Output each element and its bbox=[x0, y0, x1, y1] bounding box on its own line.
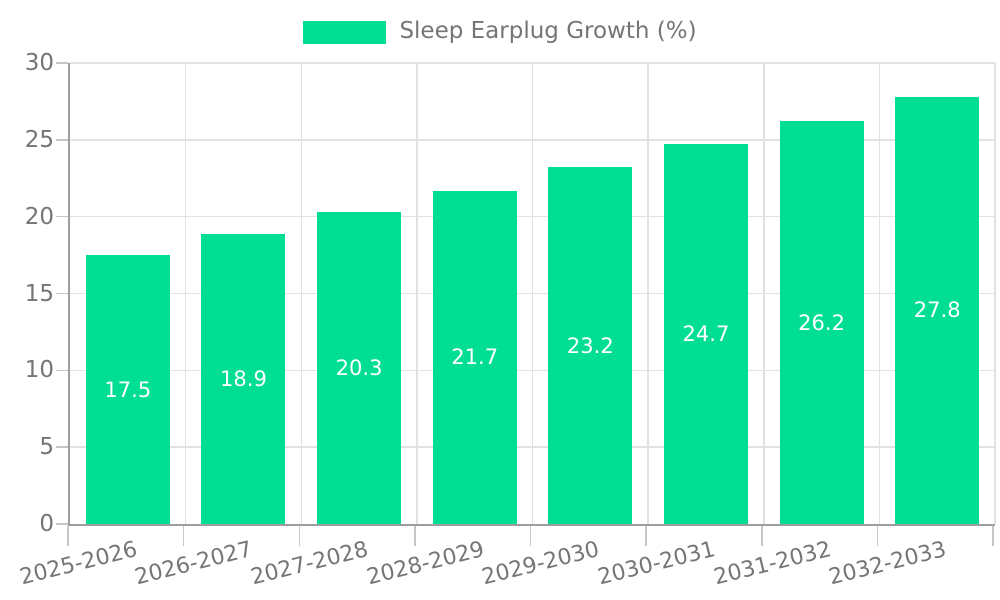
x-tick-mark bbox=[992, 526, 994, 546]
y-tick-label: 20 bbox=[24, 203, 54, 230]
bar[interactable]: 20.3 bbox=[317, 212, 402, 524]
y-tick-mark bbox=[56, 139, 68, 141]
x-tick-mark bbox=[645, 526, 647, 546]
gridline-v bbox=[531, 63, 534, 524]
bar[interactable]: 21.7 bbox=[432, 190, 517, 524]
legend-label: Sleep Earplug Growth (%) bbox=[399, 18, 697, 45]
x-tick-mark bbox=[414, 526, 416, 546]
gridline-v bbox=[184, 63, 187, 524]
bar[interactable]: 18.9 bbox=[201, 233, 286, 524]
gridline-v bbox=[300, 63, 302, 524]
gridline-v bbox=[763, 63, 765, 524]
y-tick-mark bbox=[56, 292, 68, 295]
y-tick-mark bbox=[56, 215, 68, 218]
y-tick-mark bbox=[56, 62, 68, 64]
bar-value-label: 21.7 bbox=[451, 345, 499, 370]
x-tick-mark bbox=[182, 526, 185, 546]
gridline-v bbox=[878, 63, 881, 524]
y-tick-mark bbox=[56, 369, 68, 372]
y-tick-mark bbox=[56, 446, 68, 448]
y-tick-label: 0 bbox=[39, 511, 54, 537]
y-tick-label: 15 bbox=[24, 280, 54, 307]
bar[interactable]: 26.2 bbox=[779, 121, 864, 524]
y-tick-label: 30 bbox=[24, 50, 54, 76]
plot-area: 17.5 18.9 20.3 21.7 23.2 24.7 26.2 27.8 bbox=[68, 62, 996, 526]
y-tick-mark bbox=[56, 523, 68, 525]
legend-swatch-icon bbox=[303, 20, 387, 44]
y-tick-label: 5 bbox=[39, 434, 54, 461]
bar-value-label: 24.7 bbox=[682, 322, 730, 347]
y-tick-label: 25 bbox=[24, 126, 54, 153]
bar-value-label: 26.2 bbox=[798, 310, 845, 335]
legend[interactable]: Sleep Earplug Growth (%) bbox=[0, 16, 1000, 48]
x-tick-mark bbox=[298, 526, 300, 546]
bar-value-label: 23.2 bbox=[566, 333, 614, 358]
x-tick-mark bbox=[529, 526, 532, 546]
bar[interactable]: 27.8 bbox=[895, 96, 980, 524]
bar[interactable]: 17.5 bbox=[85, 255, 170, 524]
gridline-v bbox=[647, 63, 649, 524]
x-tick-mark bbox=[761, 526, 763, 546]
gridline-v bbox=[416, 63, 418, 524]
bar[interactable]: 23.2 bbox=[548, 167, 633, 524]
gridline-v bbox=[994, 63, 996, 524]
bar-value-label: 27.8 bbox=[913, 298, 961, 323]
bar-value-label: 20.3 bbox=[335, 356, 383, 381]
bar-value-label: 17.5 bbox=[104, 377, 152, 402]
bar[interactable]: 24.7 bbox=[663, 144, 748, 524]
x-tick-mark bbox=[876, 526, 879, 546]
y-tick-label: 10 bbox=[24, 357, 54, 384]
bar-value-label: 18.9 bbox=[220, 366, 267, 391]
x-tick-mark bbox=[67, 526, 69, 546]
